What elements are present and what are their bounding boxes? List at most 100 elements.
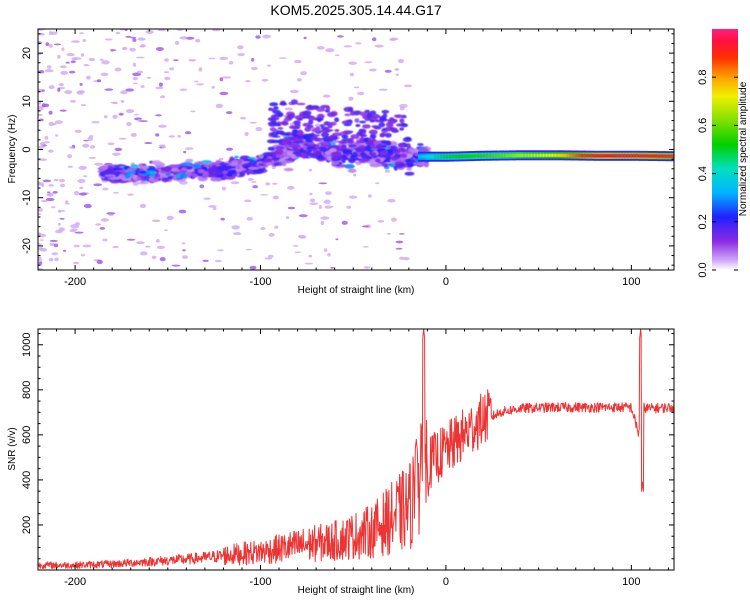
streak-blob (382, 163, 392, 166)
carrier-core (508, 153, 511, 157)
carrier-core (602, 154, 604, 158)
streak-blob (379, 115, 386, 121)
carrier-core (493, 154, 496, 158)
streak-blob (329, 121, 337, 126)
noise-speck (88, 57, 96, 62)
carrier-core (645, 154, 647, 158)
band-blob (124, 174, 131, 179)
carrier-core (458, 154, 460, 158)
noise-speck (245, 80, 251, 83)
noise-speck (185, 147, 194, 150)
band-blob (127, 167, 137, 172)
noise-speck (164, 58, 169, 62)
noise-speck (296, 78, 302, 82)
noise-speck (44, 69, 54, 73)
noise-speck (38, 101, 42, 105)
spectrogram-carrier (418, 150, 674, 162)
noise-speck (39, 239, 44, 241)
noise-speck (77, 179, 86, 183)
carrier-core (542, 153, 545, 157)
noise-speck (255, 35, 261, 39)
carrier-core (484, 154, 487, 158)
noise-speck (171, 264, 181, 267)
noise-speck (55, 134, 59, 137)
carrier-core (524, 153, 527, 157)
noise-speck (398, 233, 405, 235)
streak-blob (293, 151, 302, 155)
carrier-core (535, 153, 537, 157)
carrier-core (593, 154, 595, 158)
noise-speck (110, 101, 118, 104)
carrier-core (464, 154, 466, 158)
carrier-core (437, 155, 440, 159)
noise-speck (184, 131, 192, 135)
band-blob (138, 170, 147, 174)
band-blob (141, 165, 150, 170)
streak-blob (334, 129, 340, 132)
noise-speck (294, 251, 302, 254)
streak-blob (347, 119, 353, 125)
carrier-core (440, 155, 443, 159)
noise-speck (335, 54, 340, 57)
noise-speck (156, 239, 160, 243)
band-blob (181, 167, 187, 172)
streak-blob (374, 158, 381, 163)
band-blob (114, 172, 119, 177)
carrier-core (529, 153, 532, 157)
noise-speck (249, 265, 257, 270)
x-tick-label: 100 (622, 576, 640, 588)
carrier-core (510, 153, 512, 157)
band-blob (231, 169, 237, 174)
noise-speck (57, 222, 61, 226)
carrier-core (554, 153, 557, 157)
noise-speck (69, 100, 77, 103)
carrier-core (424, 155, 426, 159)
noise-speck (212, 29, 221, 32)
noise-speck (38, 107, 44, 111)
noise-speck (363, 266, 371, 269)
streak-blob (291, 138, 299, 142)
band-blob (151, 160, 162, 166)
noise-speck (157, 29, 166, 32)
carrier-core (590, 154, 592, 158)
noise-speck (83, 139, 89, 142)
carrier-core (526, 153, 529, 157)
carrier-core (670, 154, 672, 158)
noise-speck (125, 35, 132, 38)
streak-blob (397, 148, 408, 153)
noise-speck (188, 59, 197, 62)
noise-speck (39, 247, 48, 252)
carrier-core (646, 154, 649, 158)
y-tick-label: 400 (21, 471, 33, 489)
streak-blob (322, 142, 330, 146)
noise-speck (59, 178, 65, 183)
noise-speck (136, 56, 145, 59)
noise-speck (78, 192, 87, 196)
noise-speck (308, 168, 312, 172)
carrier-core (630, 154, 632, 158)
carrier-core (547, 153, 549, 157)
noise-speck (38, 114, 43, 117)
carrier-core (478, 154, 481, 158)
carrier-core (652, 154, 655, 158)
noise-speck (399, 256, 404, 260)
colorbar-tick-label: 0.2 (697, 214, 709, 229)
noise-speck (74, 129, 82, 133)
streak-blob (267, 117, 276, 122)
carrier-core (468, 154, 471, 158)
noise-speck (195, 38, 201, 43)
noise-speck (240, 116, 246, 120)
noise-speck (228, 61, 234, 65)
noise-speck (320, 220, 325, 226)
carrier-core (648, 154, 650, 158)
carrier-core (481, 154, 484, 158)
band-blob (126, 170, 136, 175)
band-blob (282, 160, 293, 164)
band-blob (253, 168, 264, 175)
noise-speck (83, 63, 90, 67)
streak-blob (289, 143, 300, 149)
carrier-core (619, 154, 622, 158)
noise-speck (164, 71, 170, 74)
streak-blob (287, 113, 296, 119)
streak-blob (370, 152, 377, 158)
